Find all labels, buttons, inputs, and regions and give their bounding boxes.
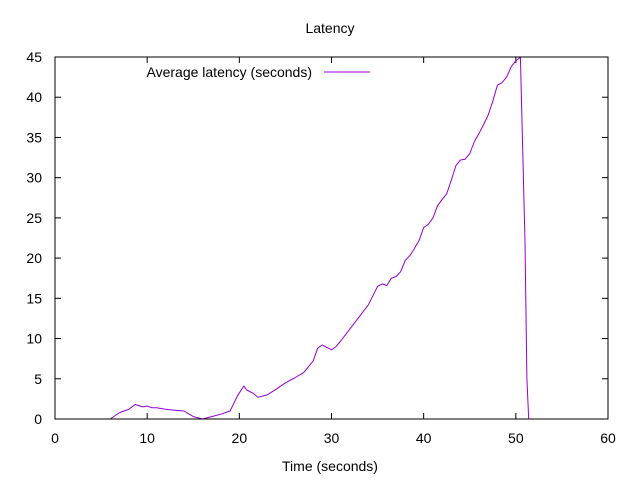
x-tick-label: 50: [508, 430, 524, 446]
y-tick-label: 10: [26, 331, 42, 347]
y-tick-label: 0: [34, 411, 42, 427]
y-tick-label: 35: [26, 129, 42, 145]
legend-label: Average latency (seconds): [147, 64, 313, 80]
y-tick-label: 5: [34, 371, 42, 387]
x-axis-title: Time (seconds): [282, 458, 378, 474]
y-tick-label: 15: [26, 290, 42, 306]
y-tick-label: 30: [26, 170, 42, 186]
x-tick-label: 60: [600, 430, 616, 446]
plot-frame: [54, 56, 609, 420]
series-line-0: [79, 56, 530, 420]
series-group: [79, 56, 530, 420]
legend: Average latency (seconds): [147, 64, 370, 80]
x-tick-label: 10: [139, 430, 155, 446]
x-tick-label: 40: [416, 430, 432, 446]
x-tick-label: 30: [324, 430, 340, 446]
tick-label-group: 0 10 20 30 40 50 60 0 5 10 15 20 25 30 35 40 45: [26, 49, 616, 446]
x-tick-label: 20: [232, 430, 248, 446]
x-tick-label: 0: [51, 430, 59, 446]
y-tick-label: 40: [26, 89, 42, 105]
y-tick-label: 45: [26, 49, 42, 65]
y-tick-label: 25: [26, 210, 42, 226]
y-tick-label: 20: [26, 250, 42, 266]
chart-title: Latency: [305, 20, 354, 36]
